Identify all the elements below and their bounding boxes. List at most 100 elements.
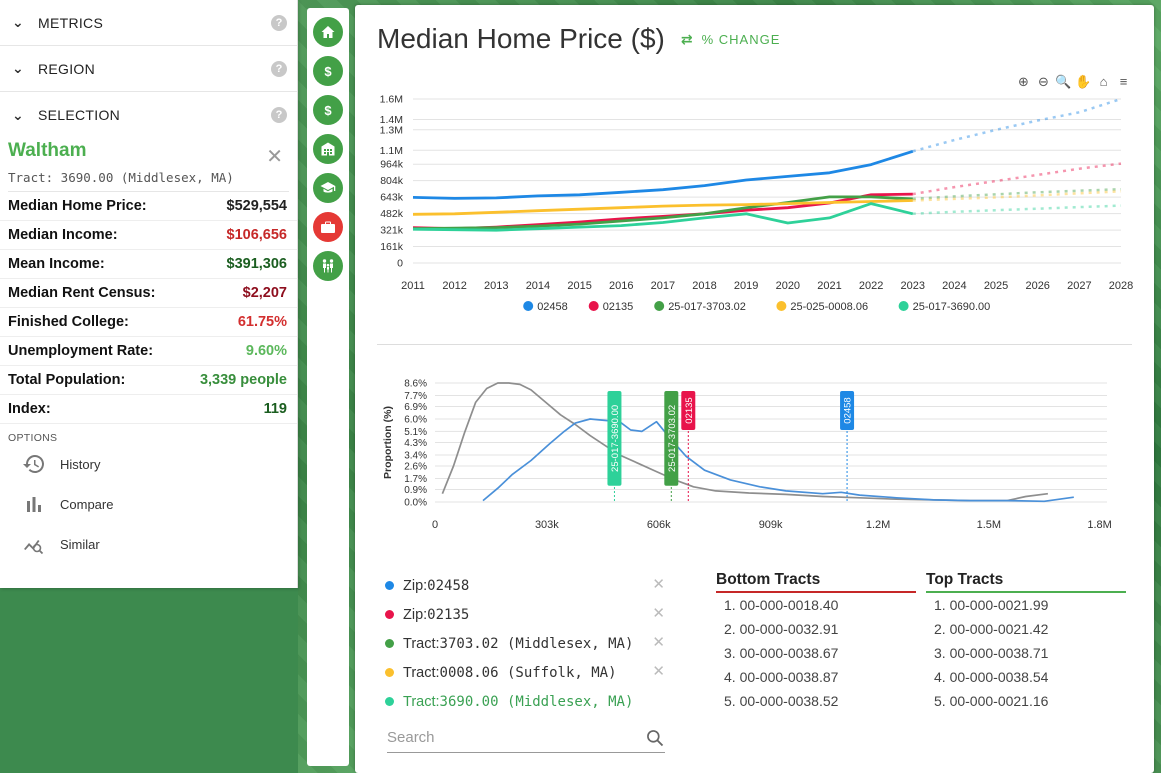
title-row: Median Home Price ($) ⇄ % CHANGE: [377, 23, 780, 55]
graduation-cap-icon: [320, 182, 336, 193]
compare-option[interactable]: Compare: [0, 484, 297, 524]
legend-item[interactable]: Tract: 0008.06 (Suffolk, MA) ✕: [385, 658, 665, 687]
legend-prefix: Tract:: [403, 664, 440, 681]
legend-code: 02458: [427, 577, 470, 594]
selection-section-header[interactable]: ⌄ SELECTION ?: [0, 92, 297, 138]
family-icon: [322, 259, 334, 273]
zoom-select-icon[interactable]: 🔍: [1055, 73, 1072, 89]
marker-label: 25-017-3690.00: [610, 405, 621, 472]
tract-item[interactable]: 4. 00-000-0038.54: [934, 669, 1049, 685]
y-tick-label: 0.9%: [404, 485, 427, 496]
close-icon[interactable]: ✕: [266, 146, 283, 168]
series-line: [412, 149, 914, 200]
tract-item[interactable]: 5. 00-000-0021.16: [934, 693, 1049, 709]
legend-label: 02458: [537, 301, 568, 313]
education-button[interactable]: [313, 173, 343, 203]
y-tick-label: 1.3M: [380, 124, 403, 136]
home-button[interactable]: [313, 17, 343, 47]
tract-label: Tract: 3690.00 (Middlesex, MA): [8, 170, 289, 192]
tract-item[interactable]: 5. 00-000-0038.52: [724, 693, 839, 709]
tract-item[interactable]: 3. 00-000-0038.71: [934, 645, 1049, 661]
x-tick-label: 2011: [401, 280, 425, 292]
pan-hand-icon[interactable]: ✋: [1075, 73, 1092, 89]
x-tick-label: 2023: [901, 280, 925, 292]
help-icon[interactable]: ?: [271, 14, 287, 31]
x-tick-label: 2025: [984, 280, 1008, 292]
legend-item[interactable]: Tract: 3690.00 (Middlesex, MA): [385, 687, 665, 716]
legend-code: 0008.06 (Suffolk, MA): [439, 664, 617, 681]
remove-icon[interactable]: ✕: [652, 663, 665, 680]
x-tick-label: 606k: [647, 519, 671, 531]
chart-toolbar: ⊕ ⊖ 🔍 ✋ ⌂ ≡: [1015, 73, 1132, 90]
x-tick-label: 2014: [526, 280, 550, 292]
dollar-icon: $: [324, 64, 332, 79]
legend-swatch: [588, 301, 599, 311]
option-label: Compare: [60, 496, 114, 512]
menu-icon[interactable]: ≡: [1119, 74, 1128, 89]
history-icon: [23, 455, 44, 473]
employment-button[interactable]: [313, 212, 343, 242]
metrics-list: Median Home Price: $529,554 Median Income:…: [0, 192, 297, 424]
category-rail: $ $: [307, 8, 349, 766]
help-icon[interactable]: ?: [271, 107, 287, 123]
series-line: [412, 195, 913, 231]
metric-value: $529,554: [226, 198, 287, 214]
x-tick-label: 1.2M: [866, 519, 890, 531]
reset-home-icon[interactable]: ⌂: [1099, 74, 1108, 89]
marker-tag: [607, 391, 622, 486]
tract-item[interactable]: 4. 00-000-0038.87: [724, 669, 839, 685]
search-input[interactable]: [387, 729, 645, 746]
marker-label: 25-017-3703.02: [667, 405, 678, 472]
tract-item[interactable]: 1. 00-000-0021.99: [934, 597, 1049, 613]
marker-label: 02135: [684, 397, 695, 423]
legend-item[interactable]: Zip: 02135 ✕: [385, 600, 665, 629]
search-box: [387, 723, 665, 753]
metric-row: Total Population: 3,339 people: [0, 366, 297, 395]
section-title: SELECTION: [38, 107, 121, 123]
metric-value: $106,656: [226, 227, 287, 243]
remove-icon[interactable]: ✕: [652, 605, 665, 622]
help-icon[interactable]: ?: [271, 60, 287, 77]
income-button[interactable]: $: [313, 56, 343, 86]
legend-label: 25-017-3703.02: [668, 301, 746, 313]
price-button[interactable]: $: [313, 95, 343, 125]
search-icon[interactable]: [645, 728, 665, 748]
remove-icon[interactable]: ✕: [652, 634, 665, 651]
x-tick-label: 2018: [692, 280, 716, 292]
divider: [377, 344, 1132, 345]
tract-item[interactable]: 2. 00-000-0032.91: [724, 621, 839, 637]
tract-item[interactable]: 3. 00-000-0038.67: [724, 645, 839, 661]
metric-label: Finished College:: [8, 314, 129, 330]
similar-option[interactable]: Similar: [0, 524, 297, 564]
x-tick-label: 1.5M: [977, 519, 1001, 531]
x-tick-label: 2027: [1067, 280, 1091, 292]
zoom-out-icon[interactable]: ⊖: [1038, 73, 1049, 89]
metric-value: $391,306: [226, 256, 287, 272]
region-section-header[interactable]: ⌄ REGION ?: [0, 46, 297, 92]
toggle-label: % CHANGE: [701, 31, 781, 47]
legend-item[interactable]: Zip: 02458 ✕: [385, 571, 665, 600]
legend-prefix: Tract:: [403, 635, 440, 652]
legend-item[interactable]: Tract: 3703.02 (Middlesex, MA) ✕: [385, 629, 665, 658]
metrics-section-header[interactable]: ⌄ METRICS ?: [0, 0, 297, 46]
legend-label: 25-017-3690.00: [913, 301, 991, 313]
metric-row: Median Home Price: $529,554: [0, 192, 297, 221]
x-tick-label: 0: [432, 519, 438, 531]
zoom-in-icon[interactable]: ⊕: [1018, 73, 1029, 89]
selection-details: Waltham ✕ Tract: 3690.00 (Middlesex, MA): [0, 140, 297, 192]
population-button[interactable]: [313, 251, 343, 281]
housing-button[interactable]: [313, 134, 343, 164]
history-option[interactable]: History: [0, 444, 297, 484]
metric-value: 119: [263, 401, 287, 417]
y-tick-label: 3.4%: [404, 450, 427, 461]
remove-icon[interactable]: ✕: [652, 576, 665, 593]
x-tick-label: 2026: [1025, 280, 1049, 292]
tract-item[interactable]: 2. 00-000-0021.42: [934, 621, 1049, 637]
options-label: OPTIONS: [8, 432, 58, 444]
series-line: [412, 199, 913, 216]
percent-change-toggle[interactable]: ⇄ % CHANGE: [681, 31, 781, 48]
tract-item[interactable]: 1. 00-000-0018.40: [724, 597, 839, 613]
metric-label: Median Income:: [8, 227, 118, 243]
x-tick-label: 2024: [942, 280, 966, 292]
forecast-line: [912, 187, 1122, 201]
